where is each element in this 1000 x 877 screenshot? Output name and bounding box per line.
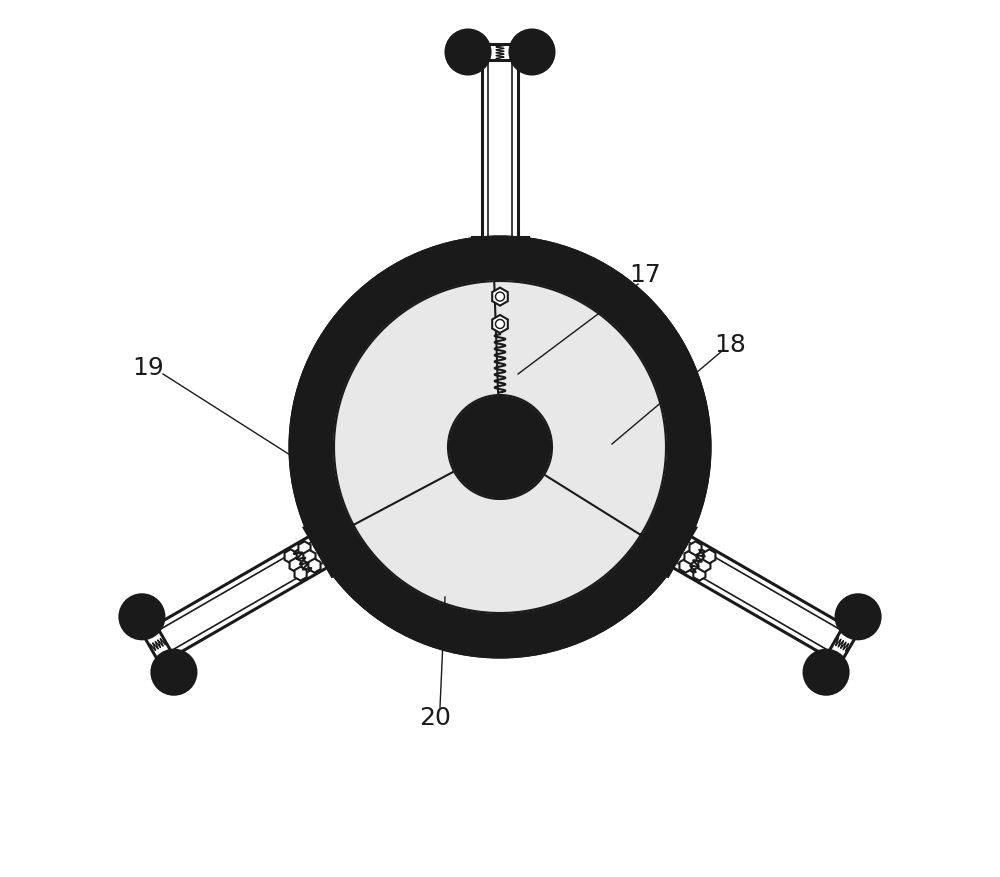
Polygon shape <box>689 542 702 556</box>
Circle shape <box>804 651 848 695</box>
Polygon shape <box>308 559 321 573</box>
Text: 18: 18 <box>714 332 746 357</box>
Circle shape <box>483 431 517 465</box>
Polygon shape <box>492 289 508 306</box>
Polygon shape <box>285 550 297 564</box>
Circle shape <box>446 31 490 75</box>
Polygon shape <box>334 282 506 535</box>
Polygon shape <box>684 551 697 565</box>
Text: 17: 17 <box>629 263 661 287</box>
Polygon shape <box>698 559 710 573</box>
Circle shape <box>300 247 700 647</box>
Text: 19: 19 <box>132 355 164 380</box>
Circle shape <box>290 238 710 657</box>
Circle shape <box>470 417 530 477</box>
Polygon shape <box>295 567 307 581</box>
Polygon shape <box>492 316 508 333</box>
Polygon shape <box>679 559 692 573</box>
Circle shape <box>312 260 688 635</box>
Polygon shape <box>303 551 316 565</box>
Circle shape <box>120 595 164 639</box>
Polygon shape <box>693 567 705 581</box>
Circle shape <box>152 651 196 695</box>
Polygon shape <box>353 472 647 613</box>
Polygon shape <box>703 550 715 564</box>
Polygon shape <box>494 282 666 535</box>
Text: 20: 20 <box>419 705 451 729</box>
Polygon shape <box>290 559 302 573</box>
Circle shape <box>510 31 554 75</box>
Circle shape <box>836 595 880 639</box>
Polygon shape <box>298 542 311 556</box>
